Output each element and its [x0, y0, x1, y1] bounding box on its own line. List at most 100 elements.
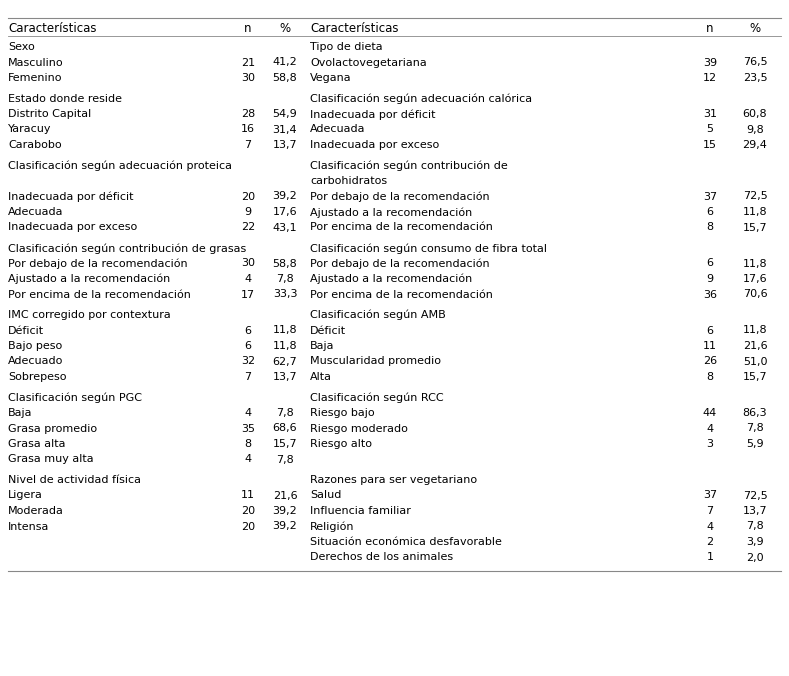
Text: 62,7: 62,7 — [273, 356, 297, 366]
Text: 31,4: 31,4 — [273, 124, 297, 135]
Text: 68,6: 68,6 — [273, 423, 297, 433]
Text: 17,6: 17,6 — [273, 207, 297, 217]
Text: Baja: Baja — [8, 408, 32, 418]
Text: 6: 6 — [706, 207, 713, 217]
Text: 20: 20 — [241, 521, 255, 531]
Text: Moderada: Moderada — [8, 506, 64, 516]
Text: 70,6: 70,6 — [742, 289, 768, 299]
Text: 2,0: 2,0 — [746, 552, 764, 562]
Text: Estado donde reside: Estado donde reside — [8, 93, 122, 103]
Text: Razones para ser vegetariano: Razones para ser vegetariano — [310, 475, 477, 485]
Text: 32: 32 — [241, 356, 255, 366]
Text: 15,7: 15,7 — [742, 372, 768, 382]
Text: 60,8: 60,8 — [742, 109, 768, 119]
Text: 7,8: 7,8 — [276, 454, 294, 464]
Text: Nivel de actividad física: Nivel de actividad física — [8, 475, 141, 485]
Text: Clasificación según adecuación calórica: Clasificación según adecuación calórica — [310, 93, 532, 104]
Text: 58,8: 58,8 — [273, 73, 297, 83]
Text: 7: 7 — [245, 140, 252, 150]
Text: Clasificación según consumo de fibra total: Clasificación según consumo de fibra tot… — [310, 243, 547, 254]
Text: Ligera: Ligera — [8, 491, 43, 500]
Text: Inadecuada por déficit: Inadecuada por déficit — [8, 191, 133, 202]
Text: 31: 31 — [703, 109, 717, 119]
Text: 2: 2 — [706, 537, 713, 547]
Text: Derechos de los animales: Derechos de los animales — [310, 552, 453, 562]
Text: 72,5: 72,5 — [742, 491, 768, 500]
Text: 11: 11 — [241, 491, 255, 500]
Text: Riesgo bajo: Riesgo bajo — [310, 408, 375, 418]
Text: Distrito Capital: Distrito Capital — [8, 109, 92, 119]
Text: Clasificación según AMB: Clasificación según AMB — [310, 310, 446, 320]
Text: n: n — [706, 22, 714, 35]
Text: 6: 6 — [706, 258, 713, 268]
Text: Bajo peso: Bajo peso — [8, 341, 62, 351]
Text: Inadecuada por déficit: Inadecuada por déficit — [310, 109, 436, 120]
Text: Baja: Baja — [310, 341, 335, 351]
Text: Ajustado a la recomendación: Ajustado a la recomendación — [310, 207, 473, 218]
Text: 3: 3 — [706, 439, 713, 449]
Text: Riesgo alto: Riesgo alto — [310, 439, 372, 449]
Text: n: n — [245, 22, 252, 35]
Text: 20: 20 — [241, 191, 255, 201]
Text: 36: 36 — [703, 289, 717, 299]
Text: 9,8: 9,8 — [746, 124, 764, 135]
Text: Salud: Salud — [310, 491, 342, 500]
Text: 8: 8 — [245, 439, 252, 449]
Text: 23,5: 23,5 — [742, 73, 768, 83]
Text: 16: 16 — [241, 124, 255, 135]
Text: 6: 6 — [706, 326, 713, 335]
Text: 76,5: 76,5 — [742, 57, 768, 68]
Text: Religión: Religión — [310, 521, 354, 532]
Text: 41,2: 41,2 — [273, 57, 297, 68]
Text: 20: 20 — [241, 506, 255, 516]
Text: Yaracuy: Yaracuy — [8, 124, 51, 135]
Text: Ajustado a la recomendación: Ajustado a la recomendación — [310, 274, 473, 285]
Text: 13,7: 13,7 — [273, 372, 297, 382]
Text: 4: 4 — [245, 408, 252, 418]
Text: 39,2: 39,2 — [273, 191, 297, 201]
Text: 7,8: 7,8 — [276, 274, 294, 284]
Text: Inadecuada por exceso: Inadecuada por exceso — [8, 222, 137, 233]
Text: 7: 7 — [706, 506, 713, 516]
Text: 4: 4 — [706, 423, 713, 433]
Text: Características: Características — [310, 22, 398, 35]
Text: 7: 7 — [245, 372, 252, 382]
Text: 22: 22 — [241, 222, 255, 233]
Text: 11,8: 11,8 — [742, 258, 768, 268]
Text: 43,1: 43,1 — [273, 222, 297, 233]
Text: 86,3: 86,3 — [742, 408, 768, 418]
Text: 26: 26 — [703, 356, 717, 366]
Text: 12: 12 — [703, 73, 717, 83]
Text: 6: 6 — [245, 326, 252, 335]
Text: 7,8: 7,8 — [276, 408, 294, 418]
Text: Grasa alta: Grasa alta — [8, 439, 65, 449]
Text: 1: 1 — [706, 552, 713, 562]
Text: 37: 37 — [703, 491, 717, 500]
Text: %: % — [750, 22, 761, 35]
Text: 4: 4 — [706, 521, 713, 531]
Text: Clasificación según contribución de grasas: Clasificación según contribución de gras… — [8, 243, 246, 254]
Text: Adecuado: Adecuado — [8, 356, 63, 366]
Text: Vegana: Vegana — [310, 73, 352, 83]
Text: 6: 6 — [245, 341, 252, 351]
Text: Adecuada: Adecuada — [8, 207, 63, 217]
Text: 9: 9 — [245, 207, 252, 217]
Text: Intensa: Intensa — [8, 521, 50, 531]
Text: Clasificación según contribución de: Clasificación según contribución de — [310, 160, 508, 171]
Text: Déficit: Déficit — [8, 326, 44, 335]
Text: 4: 4 — [245, 454, 252, 464]
Text: Clasificación según PGC: Clasificación según PGC — [8, 393, 142, 403]
Text: 33,3: 33,3 — [273, 289, 297, 299]
Text: 54,9: 54,9 — [273, 109, 297, 119]
Text: 7,8: 7,8 — [746, 423, 764, 433]
Text: Por debajo de la recomendación: Por debajo de la recomendación — [310, 191, 490, 202]
Text: 9: 9 — [706, 274, 713, 284]
Text: Por encima de la recomendación: Por encima de la recomendación — [310, 222, 493, 233]
Text: 8: 8 — [706, 222, 713, 233]
Text: 21,6: 21,6 — [742, 341, 768, 351]
Text: Sexo: Sexo — [8, 42, 35, 52]
Text: 51,0: 51,0 — [742, 356, 767, 366]
Text: Carabobo: Carabobo — [8, 140, 62, 150]
Text: Por debajo de la recomendación: Por debajo de la recomendación — [8, 258, 188, 269]
Text: 35: 35 — [241, 423, 255, 433]
